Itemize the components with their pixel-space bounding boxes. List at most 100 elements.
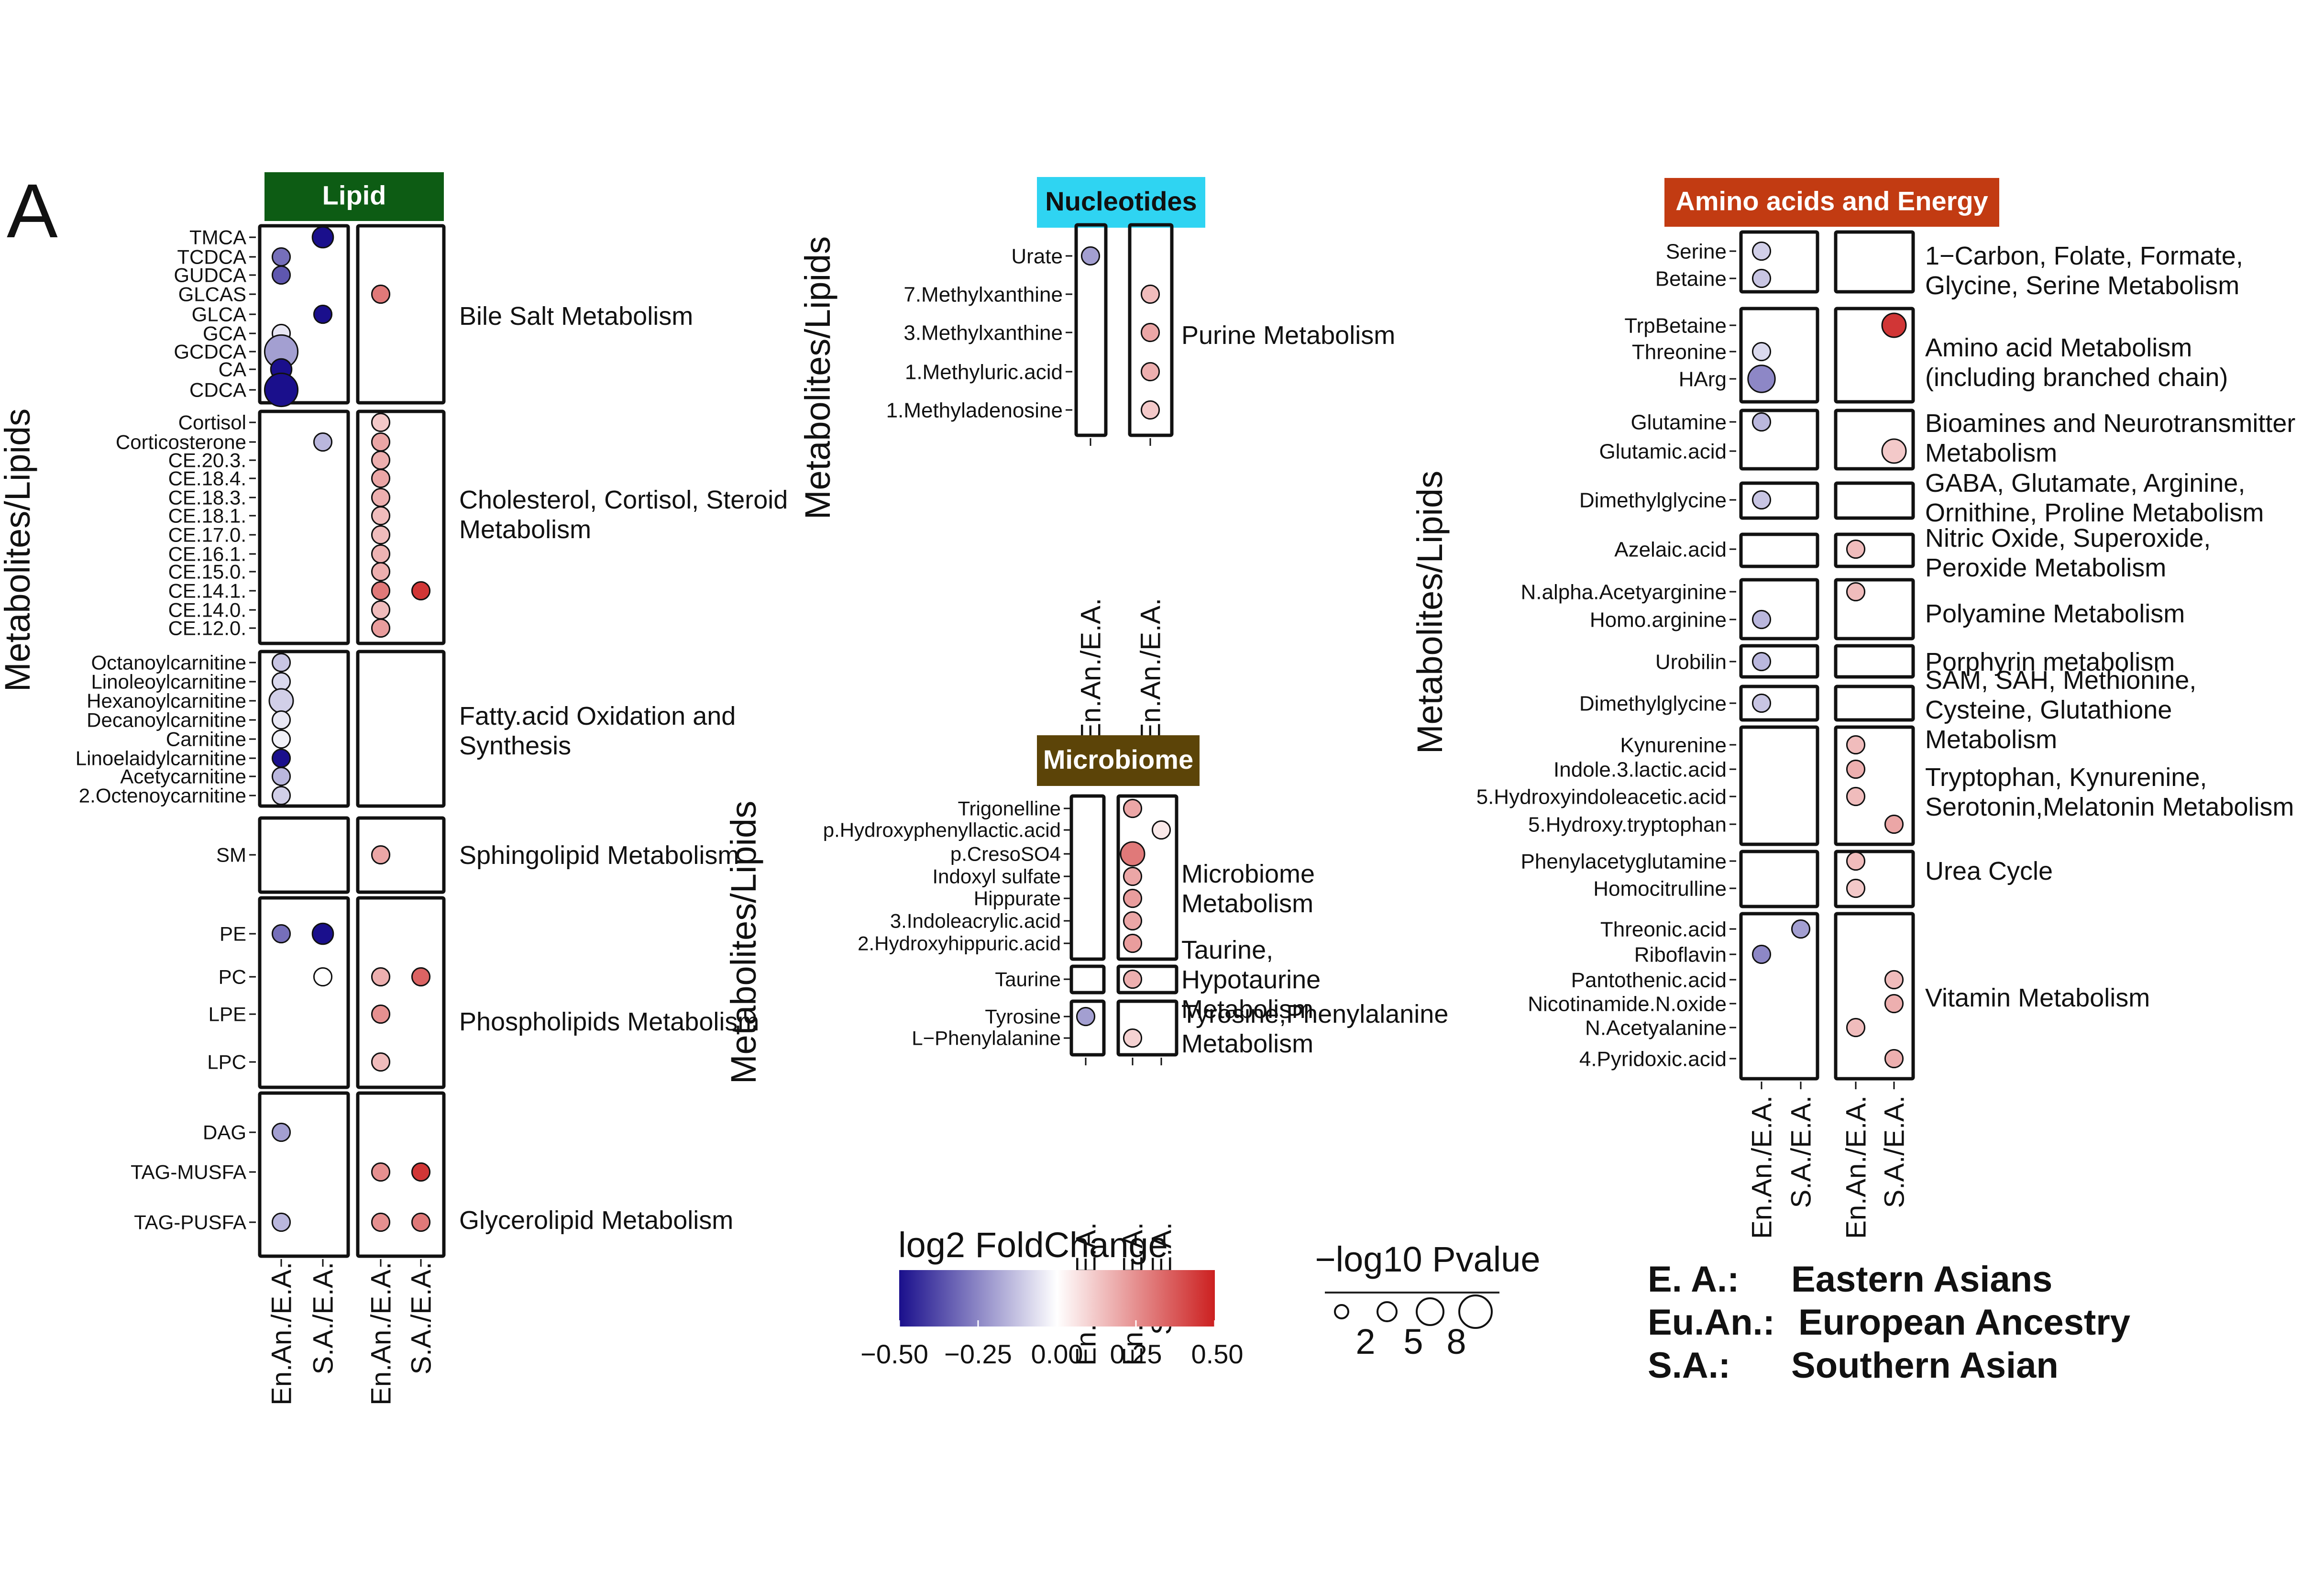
metabolite-label: Indole.3.lactic.acid: [1553, 758, 1727, 781]
data-point: [1123, 888, 1143, 908]
data-point: [1846, 1017, 1866, 1038]
size-legend-circle: [1458, 1294, 1493, 1329]
metabolite-label: CE.18.4.: [168, 467, 246, 490]
colorbar-gradient: [899, 1270, 1215, 1327]
facet-box: [1739, 725, 1819, 846]
metabolite-label: Urobilin: [1655, 650, 1727, 674]
abbreviation-text: Southern Asian: [1791, 1345, 2059, 1386]
facet-box: [1739, 912, 1819, 1081]
metabolite-label: TAG-PUSFA: [134, 1211, 246, 1234]
metabolite-label: Octanoylcarnitine: [91, 652, 247, 674]
panel-title: Lipid: [322, 180, 386, 210]
metabolite-label: CE.12.0.: [168, 617, 246, 640]
data-point: [271, 672, 291, 692]
chart-panel: Amino acids and Energy Serine Betaine 1−Car…: [1476, 178, 2295, 1239]
size-legend-title: −log10 Pvalue: [1315, 1239, 1540, 1279]
metabolite-label: CDCA: [189, 379, 246, 401]
metabolite-label: Linoelaidylcarnitine: [76, 747, 246, 770]
metabolite-label: N.Acetyalanine: [1585, 1016, 1727, 1039]
metabolite-label: HArg: [1679, 367, 1727, 391]
panel-title-badge: [1037, 177, 1205, 228]
metabolite-label: Glutamine: [1630, 410, 1727, 434]
metabolite-label: Phenylacetyglutamine: [1521, 850, 1727, 873]
panel-title-badge: [264, 172, 444, 221]
colorbar-tick-label: −0.25: [944, 1339, 1012, 1369]
data-point: [1140, 284, 1160, 304]
pathway-group: Urobilin Porphyrin metabolism: [1655, 644, 2175, 679]
colorbar-title: log2 FoldChange: [898, 1225, 1168, 1265]
data-point: [371, 432, 391, 452]
size-legend-circle: [1416, 1297, 1444, 1326]
data-point: [411, 581, 431, 601]
metabolite-label: 4.Pyridoxic.acid: [1579, 1047, 1727, 1071]
data-point: [371, 1052, 391, 1072]
data-point: [1884, 994, 1904, 1014]
facet-box: [1834, 409, 1915, 471]
metabolite-label: L−Phenylalanine: [912, 1027, 1061, 1050]
colorbar-tick-marks: [898, 1320, 1216, 1327]
pathway-group: Dimethylglycine SAM, SAH, Methionine, Cyst…: [1579, 666, 2196, 754]
metabolite-label: Threonine: [1632, 340, 1727, 364]
facet-box: [356, 896, 446, 1089]
metabolite-label: Corticosterone: [116, 431, 246, 453]
pathway-group: Dimethylglycine GABA, Glutamate, Arginine…: [1579, 469, 2264, 527]
pathway-label: Amino acid Metabolism (including branched…: [1925, 333, 2228, 392]
facet-box: [1739, 532, 1819, 568]
data-point: [313, 304, 333, 324]
data-point: [311, 226, 334, 249]
colorbar-tick-label: −0.50: [860, 1339, 928, 1369]
data-point: [1751, 944, 1772, 964]
metabolite-label: CE.20.3.: [168, 449, 246, 472]
metabolite-label: TAG-MUSFA: [131, 1161, 246, 1183]
data-point: [1846, 786, 1866, 807]
pathway-group: Glutamine Glutamic.acid Bioamines and Neur…: [1599, 409, 2295, 471]
metabolite-label: PC: [219, 966, 246, 988]
data-point: [1151, 820, 1171, 840]
facet-box: [1739, 644, 1819, 679]
data-point: [271, 1212, 291, 1232]
data-point: [1123, 866, 1143, 886]
metabolite-label: 3.Methylxanthine: [903, 321, 1063, 344]
abbreviation-text: Eastern Asians: [1791, 1259, 2052, 1300]
pathway-group: Urate 7.Methylxanthine 3.Methylxanthine 1.M…: [886, 223, 1395, 437]
pathway-group: N.alpha.Acetyarginine Homo.arginine Polyam…: [1521, 578, 2185, 641]
metabolite-label: DAG: [203, 1121, 246, 1144]
data-point: [411, 1162, 431, 1182]
panel-label: A: [7, 168, 58, 254]
data-point: [311, 922, 334, 945]
facet-box: [1834, 685, 1915, 722]
data-point: [371, 487, 391, 508]
pathway-label: Glycerolipid Metabolism: [459, 1206, 733, 1235]
facet-box: [1739, 578, 1819, 641]
data-point: [1884, 970, 1904, 990]
metabolite-label: Dimethylglycine: [1579, 488, 1727, 512]
size-legend-circle: [1334, 1304, 1349, 1319]
metabolite-label: Azelaic.acid: [1614, 538, 1727, 561]
metabolite-label: 5.Hydroxy.tryptophan: [1528, 813, 1727, 836]
facet-box: [1834, 532, 1915, 568]
pathway-label: Taurine, Hypotaurine Metabolism: [1181, 936, 1321, 1024]
facet-box: [1834, 230, 1915, 294]
data-point: [371, 284, 391, 304]
data-point: [268, 688, 294, 714]
y-axis-title: Metabolites/Lipids: [724, 801, 763, 1084]
abbreviation-key: E. A.:: [1648, 1259, 1739, 1300]
pathway-label: Microbiome Metabolism: [1181, 860, 1315, 918]
pathway-label: Sphingolipid Metabolism: [459, 841, 739, 870]
data-point: [371, 506, 391, 526]
metabolite-label: Serine: [1666, 240, 1727, 263]
metabolite-label: CE.15.0.: [168, 561, 246, 583]
data-point: [271, 710, 291, 730]
facet-box: [356, 1091, 446, 1258]
facet-box: [1834, 578, 1915, 641]
pathway-group: Trigonellinep.Hydroxyphenyllactic.acidp.…: [823, 794, 1315, 961]
data-point: [1140, 400, 1160, 420]
pathway-group: Taurine Taurine, Hypotaurine Metabolism: [995, 936, 1321, 1024]
facet-box: [258, 1091, 350, 1258]
metabolite-label: GUDCA: [174, 264, 246, 287]
facet-box: [1069, 999, 1106, 1057]
column-label: En.An./E.A.: [266, 1262, 297, 1405]
